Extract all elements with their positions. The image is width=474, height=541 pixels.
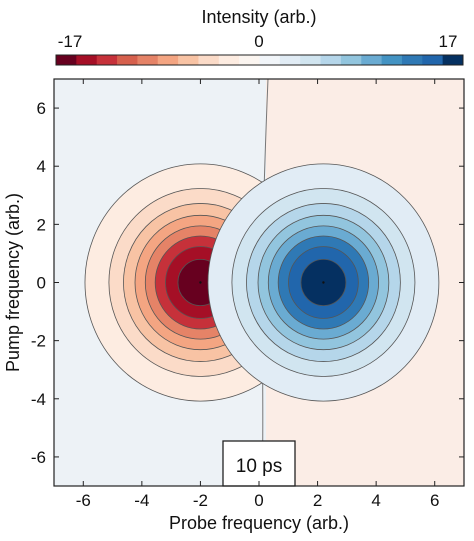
x-axis-label: Probe frequency (arb.) [169, 513, 349, 533]
colorbar-tick-zero: 0 [254, 32, 263, 51]
colorbar-swatch [340, 55, 362, 65]
colorbar-swatch [178, 55, 199, 65]
colorbar-swatches [56, 55, 464, 65]
x-tick-label: -4 [134, 491, 149, 510]
x-tick-label: 0 [254, 491, 263, 510]
colorbar-swatch [361, 55, 382, 65]
colorbar-swatch [157, 55, 179, 65]
colorbar-swatch [76, 55, 98, 65]
colorbar-swatch [218, 55, 240, 65]
y-tick-label: 2 [37, 215, 46, 234]
y-axis-label: Pump frequency (arb.) [3, 193, 23, 372]
colorbar-swatch [239, 55, 260, 65]
x-tick-label: 2 [313, 491, 322, 510]
colorbar-swatch [137, 55, 159, 65]
colorbar-frame [55, 54, 464, 66]
colorbar-title: Intensity (arb.) [201, 7, 316, 27]
plot-background [54, 79, 464, 486]
colorbar-swatch [259, 55, 281, 65]
colorbar-swatch [401, 55, 423, 65]
x-tick-label: 6 [430, 491, 439, 510]
colorbar-swatch [117, 55, 138, 65]
colorbar-swatch [422, 55, 444, 65]
colorbar: Intensity (arb.) -17 0 17 [55, 7, 464, 66]
y-tick-label: 0 [37, 274, 46, 293]
annotation-label: 10 ps [236, 456, 282, 477]
colorbar-swatch [442, 55, 464, 65]
y-tick-label: -2 [31, 332, 46, 351]
annotation-box: 10 ps [222, 440, 296, 487]
positive-lobe-peak-marker [322, 281, 325, 284]
colorbar-swatch [381, 55, 403, 65]
colorbar-swatch [279, 55, 301, 65]
colorbar-swatch [198, 55, 220, 65]
negative-lobe-peak-marker [199, 281, 202, 284]
y-axis-ticks: -6 -4 -2 0 2 4 6 [31, 99, 464, 467]
x-tick-label: -6 [76, 491, 91, 510]
colorbar-swatch [96, 55, 118, 65]
x-axis-ticks: -6 -4 -2 0 2 4 6 [76, 79, 439, 510]
y-tick-label: 4 [37, 157, 46, 176]
colorbar-swatch [300, 55, 321, 65]
y-tick-label: -4 [31, 390, 46, 409]
x-tick-label: 4 [371, 491, 380, 510]
plot-area: 10 ps -6 -4 -2 0 2 4 6 -6 -4 -2 0 2 4 6 [31, 78, 465, 510]
x-tick-label: -2 [193, 491, 208, 510]
colorbar-tick-max: 17 [439, 32, 458, 51]
y-tick-label: 6 [37, 99, 46, 118]
colorbar-swatch [56, 55, 77, 65]
colorbar-tick-min: -17 [58, 32, 83, 51]
colorbar-swatch [320, 55, 342, 65]
y-tick-label: -6 [31, 448, 46, 467]
annotation-frame [222, 440, 296, 487]
contour-layer [84, 163, 440, 402]
